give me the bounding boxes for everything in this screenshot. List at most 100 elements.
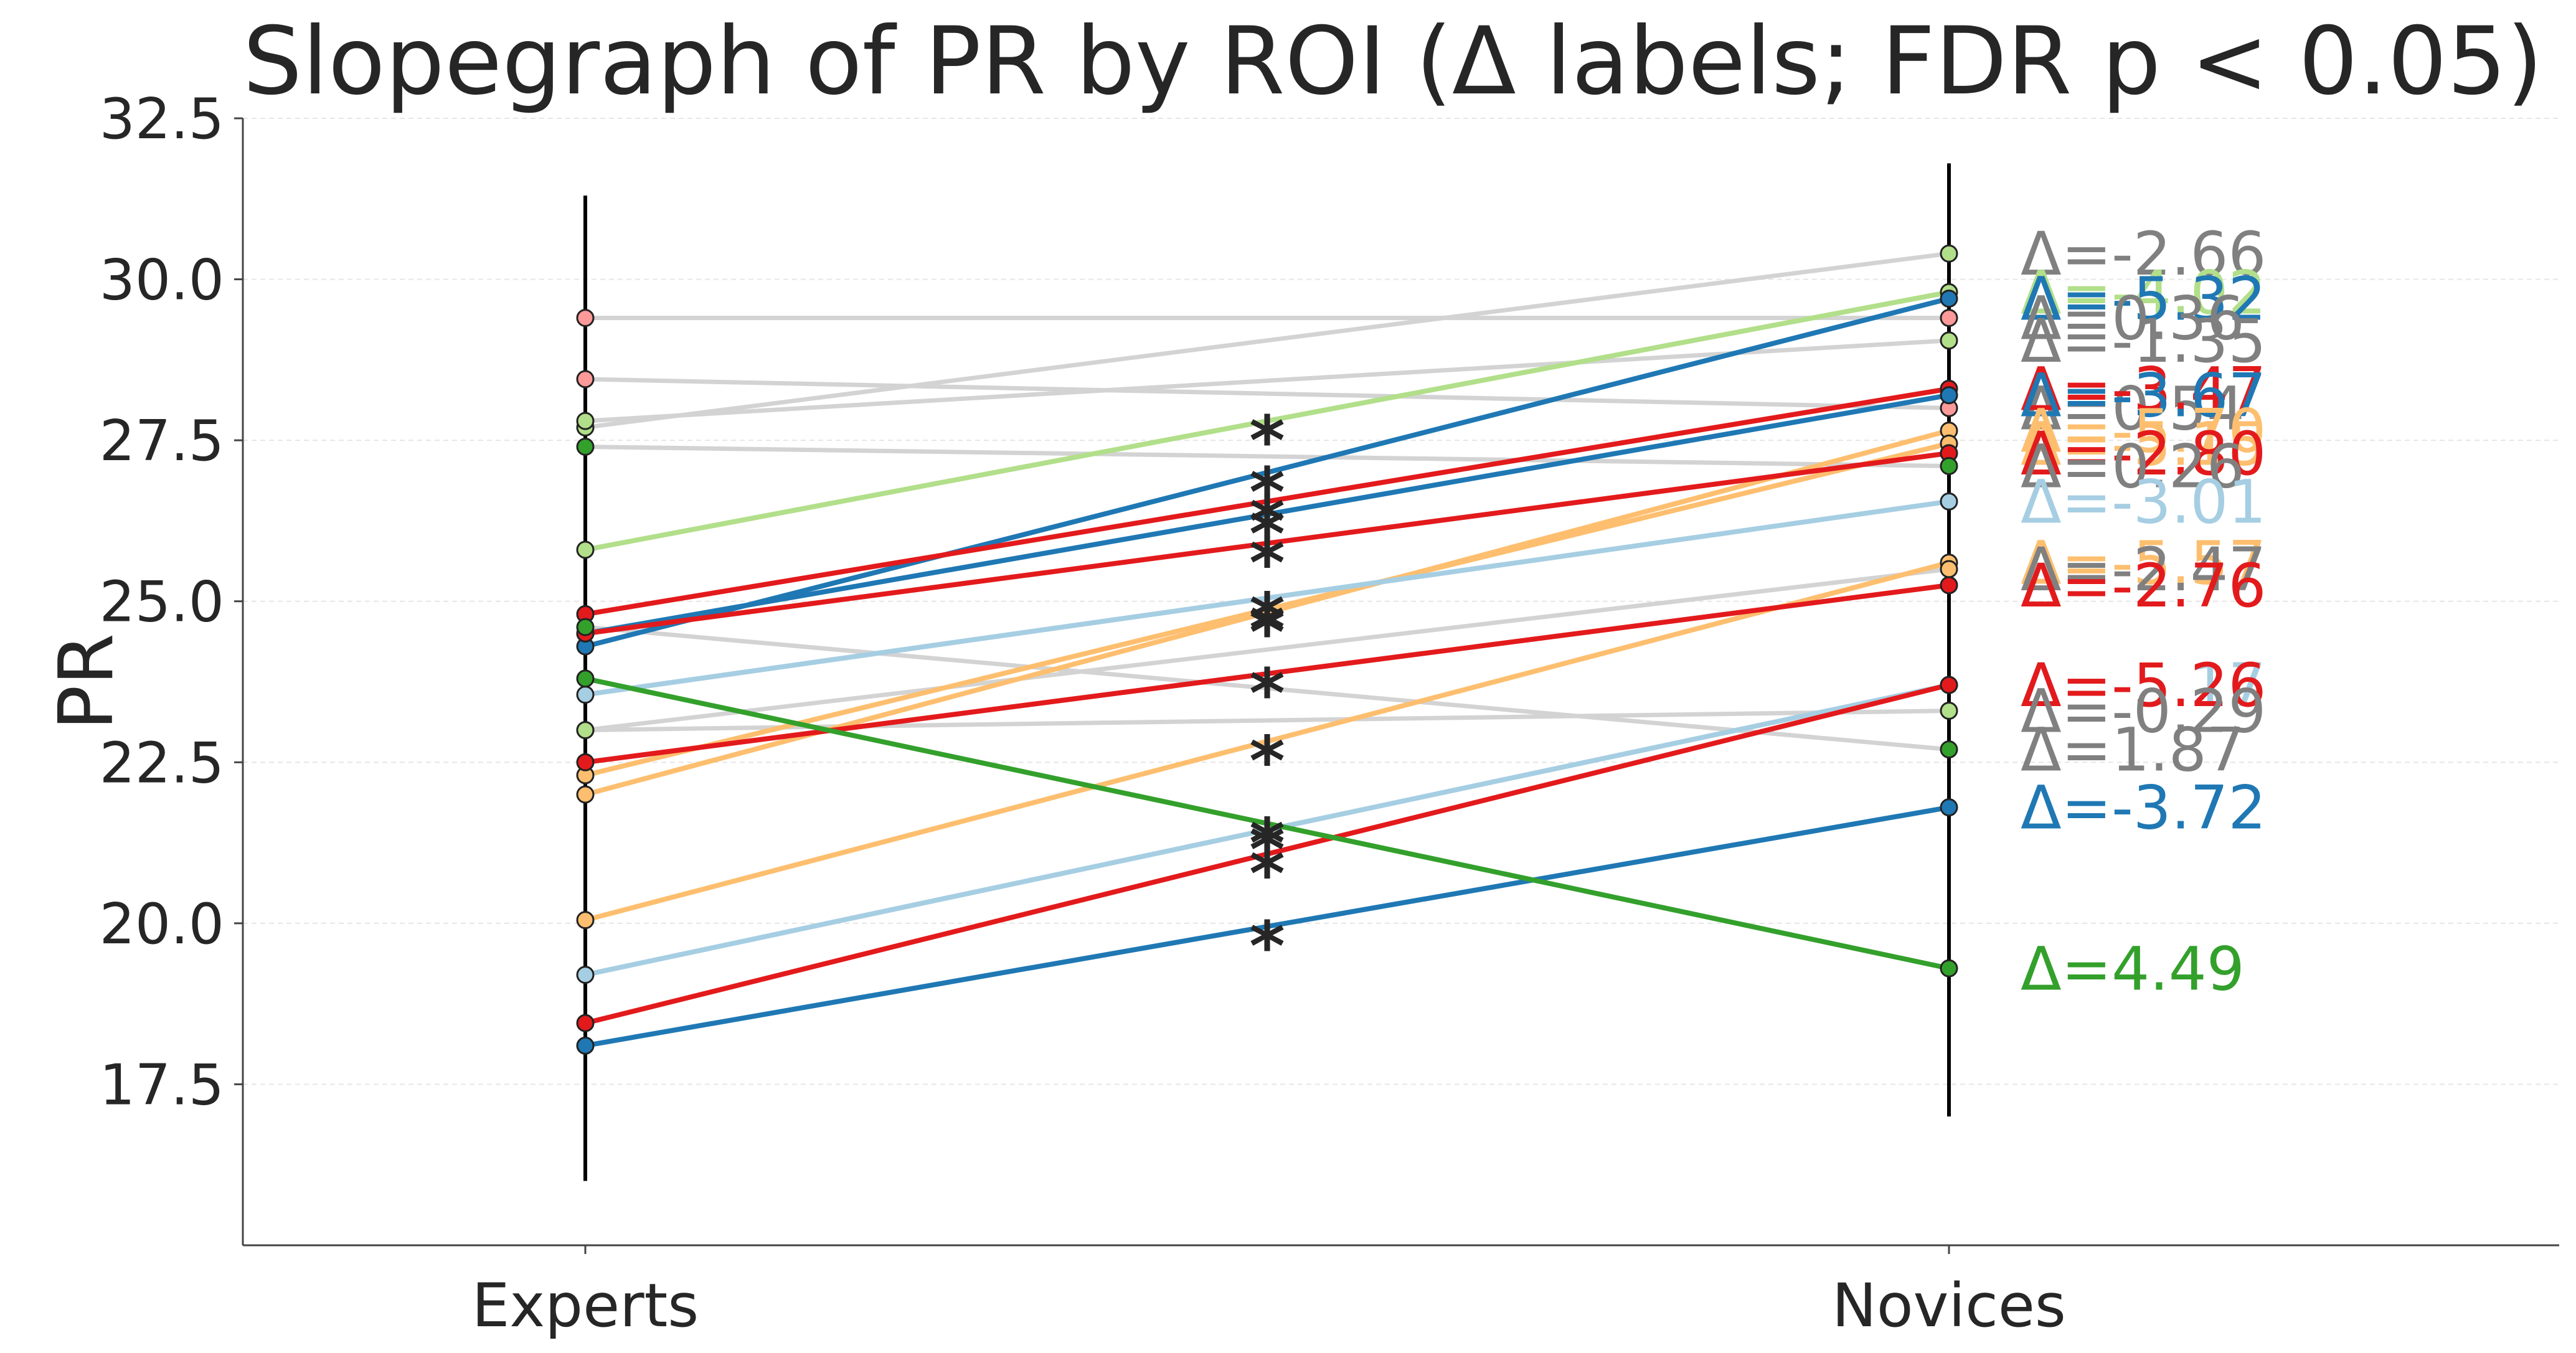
x-tick-label: Novices bbox=[1832, 1271, 2066, 1341]
axes bbox=[242, 118, 2559, 1247]
series-line bbox=[583, 567, 1951, 733]
series-point bbox=[1940, 798, 1958, 817]
delta-label: Δ=0.36 bbox=[2021, 284, 2245, 354]
series-point bbox=[576, 437, 595, 456]
significance-star: * bbox=[1249, 401, 1285, 481]
series-point bbox=[1940, 560, 1958, 578]
delta-label: Δ=-3.01 bbox=[2021, 467, 2267, 537]
delta-labels: Δ=-2.66Δ=-4.02Δ=-5.32Δ=0.36Δ=-1.35Δ=0.54… bbox=[2021, 219, 2267, 1004]
significance-star: * bbox=[1249, 804, 1285, 884]
delta-label: Δ=4.49 bbox=[2021, 934, 2245, 1004]
delta-label: Δ=-5.15 bbox=[2021, 409, 2267, 479]
delta-label: Δ=-2.76 bbox=[2021, 551, 2267, 621]
delta-label: Δ=-1.35 bbox=[2021, 306, 2267, 376]
significance-star: * bbox=[1249, 593, 1285, 672]
significance-star: * bbox=[1249, 834, 1285, 914]
significance-star: * bbox=[1249, 494, 1285, 574]
series-point bbox=[576, 412, 595, 430]
significance-star: * bbox=[1249, 654, 1285, 733]
series-line bbox=[583, 582, 1951, 765]
delta-label: Δ=0.26 bbox=[2021, 432, 2245, 502]
series-line bbox=[583, 676, 1951, 971]
series-point bbox=[1940, 457, 1958, 476]
series-line bbox=[583, 625, 1951, 752]
delta-label: Δ=1.87 bbox=[2021, 715, 2245, 785]
axis-ticks: 17.5 20.0 22.5 25.0 27.5 30.0 32.5 Experts Novic… bbox=[100, 87, 2066, 1341]
delta-label: Δ=-0.29 bbox=[2021, 677, 2267, 747]
delta-label: Δ=-5.17 bbox=[2021, 651, 2267, 720]
delta-label: Δ=-2.47 bbox=[2021, 535, 2267, 605]
series-point bbox=[1940, 386, 1958, 405]
y-tick-label: 22.5 bbox=[100, 730, 224, 796]
significance-star: * bbox=[1249, 524, 1285, 603]
series-point bbox=[576, 686, 595, 704]
series-line bbox=[583, 377, 1951, 410]
delta-label: Δ=-5.26 bbox=[2021, 651, 2267, 720]
series-point bbox=[1940, 576, 1958, 595]
significance-star: * bbox=[1249, 481, 1285, 561]
series-point bbox=[576, 753, 595, 771]
series-point bbox=[576, 540, 595, 559]
series-point bbox=[1940, 290, 1958, 308]
series-point bbox=[1940, 959, 1958, 978]
series-point bbox=[576, 1036, 595, 1055]
series-lines bbox=[583, 251, 1951, 1049]
series-line bbox=[583, 386, 1951, 617]
series-line bbox=[583, 338, 1951, 423]
series-point bbox=[576, 966, 595, 984]
delta-label: Δ=-3.47 bbox=[2021, 354, 2267, 424]
y-axis-label: PR bbox=[44, 633, 130, 730]
y-tick-label: 32.5 bbox=[100, 87, 224, 152]
series-point bbox=[1940, 740, 1958, 759]
series-line bbox=[583, 560, 1951, 923]
significance-star: * bbox=[1249, 590, 1285, 669]
significance-star: * bbox=[1249, 578, 1285, 658]
significance-star: * bbox=[1249, 722, 1285, 801]
series-point bbox=[1940, 309, 1958, 328]
series-line bbox=[583, 290, 1951, 552]
delta-label: Δ=-3.67 bbox=[2021, 361, 2267, 431]
series-point bbox=[1940, 676, 1958, 694]
series-point bbox=[1940, 244, 1958, 263]
series-point bbox=[576, 309, 595, 328]
series-line bbox=[583, 441, 1951, 778]
delta-label: Δ=-5.32 bbox=[2021, 265, 2267, 334]
series-line bbox=[583, 392, 1951, 636]
y-tick-label: 30.0 bbox=[100, 248, 224, 313]
series-points bbox=[576, 244, 1958, 1055]
significance-star: * bbox=[1249, 907, 1285, 986]
chart-title: Slopegraph of PR by ROI (Δ labels; FDR p… bbox=[243, 7, 2543, 116]
series-line bbox=[583, 251, 1951, 430]
y-tick-label: 27.5 bbox=[100, 408, 224, 474]
series-point bbox=[1940, 702, 1958, 720]
significance-markers: ************** bbox=[1249, 401, 1285, 986]
series-line bbox=[583, 682, 1951, 978]
series-point bbox=[576, 785, 595, 804]
series-point bbox=[576, 370, 595, 389]
delta-label: Δ=-2.80 bbox=[2021, 419, 2267, 489]
significance-star: * bbox=[1249, 810, 1285, 890]
delta-label: Δ=-2.66 bbox=[2021, 219, 2267, 289]
grid-lines bbox=[243, 118, 2559, 1085]
series-line bbox=[583, 499, 1951, 697]
series-line bbox=[583, 296, 1951, 649]
y-tick-label: 20.0 bbox=[100, 892, 224, 957]
series-point bbox=[576, 669, 595, 688]
series-line bbox=[583, 444, 1951, 469]
delta-label: Δ=-5.70 bbox=[2021, 397, 2267, 466]
delta-label: Δ=-4.02 bbox=[2021, 258, 2267, 328]
series-point bbox=[576, 1014, 595, 1032]
delta-label: Δ=-5.57 bbox=[2021, 529, 2267, 598]
series-line bbox=[583, 804, 1951, 1049]
y-tick-label: 25.0 bbox=[100, 570, 224, 635]
x-tick-label: Experts bbox=[472, 1271, 699, 1341]
delta-label: Δ=-3.72 bbox=[2021, 773, 2267, 843]
y-tick-label: 17.5 bbox=[100, 1052, 224, 1118]
series-line bbox=[583, 450, 1951, 636]
delta-label: Δ=0.54 bbox=[2021, 374, 2245, 443]
series-point bbox=[576, 911, 595, 930]
series-point bbox=[1940, 331, 1958, 350]
series-line bbox=[583, 682, 1951, 1026]
